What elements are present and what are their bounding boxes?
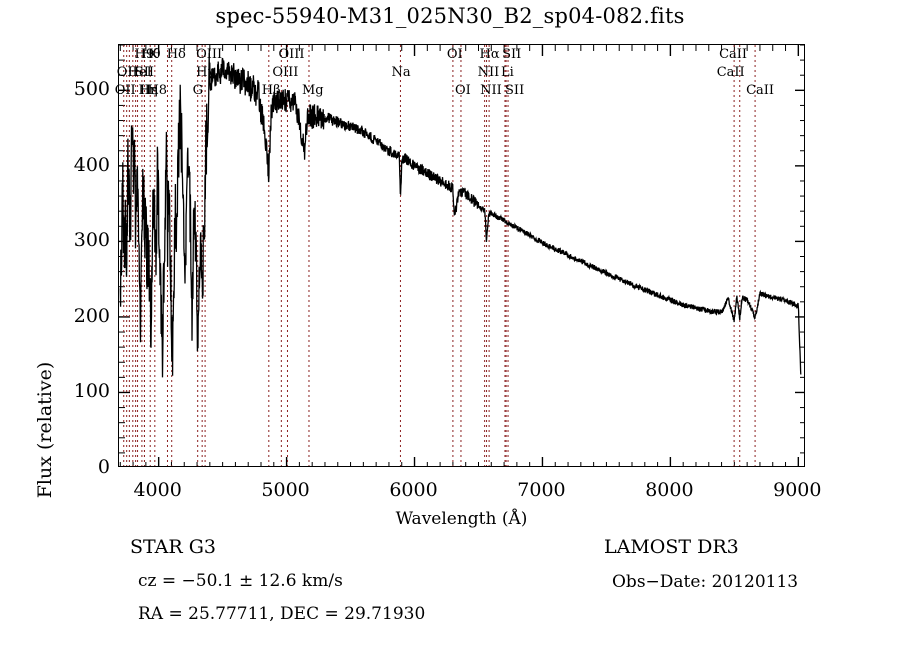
- y-axis-label: Flux (relative): [34, 361, 56, 499]
- y-tick-0: 0: [97, 456, 110, 478]
- line-label-OIII-4363: OIII: [196, 47, 223, 62]
- line-label-H-4340: Hγ: [196, 65, 216, 80]
- line-label-OIII-4959: OIII: [272, 65, 299, 80]
- y-tick-400: 400: [73, 153, 110, 176]
- page-title: spec-55940-M31_025N30_B2_sp04-082.fits: [215, 4, 685, 28]
- line-label-OI-6300: OI: [446, 47, 463, 62]
- y-tick-200: 200: [73, 304, 110, 327]
- line-label-Na-5890: Na: [391, 65, 411, 80]
- x-tick-9000: 9000: [773, 479, 822, 501]
- line-label-Mg-5175: Mg: [301, 83, 324, 98]
- line-label-G-4305: G: [192, 83, 204, 98]
- line-label-H-3970: Hε: [139, 83, 158, 98]
- line-label-SII-3869: SII: [134, 65, 155, 80]
- plot-area: [118, 44, 805, 467]
- line-label-H-3835: Hη: [138, 83, 158, 98]
- line-label-OI-6363: OI: [454, 83, 471, 98]
- line-label-OII-3727: OII: [116, 65, 138, 80]
- footer-survey: LAMOST DR3: [604, 536, 739, 558]
- line-label-H9-3835: H9: [134, 47, 155, 62]
- line-label-CaII-8542: CaII: [716, 65, 745, 80]
- x-axis-label: Wavelength (Å): [395, 509, 528, 529]
- line-label-H-3889: Hθ: [141, 47, 161, 62]
- line-label-SII-6731: SII: [505, 83, 525, 98]
- line-label-OII-3727: OII: [114, 83, 136, 98]
- line-label-H8-3889: H8: [147, 83, 168, 98]
- y-tick-300: 300: [73, 229, 110, 252]
- y-tick-500: 500: [73, 78, 110, 101]
- line-label-CaII-8662: CaII: [746, 83, 775, 98]
- y-tick-100: 100: [73, 380, 110, 403]
- line-label-H-6563: Hα: [479, 47, 500, 62]
- line-label-K-3934: K: [148, 47, 158, 62]
- footer-coordinates: RA = 25.77711, DEC = 29.71930: [138, 604, 426, 624]
- x-tick-5000: 5000: [261, 479, 310, 501]
- line-label-NII-6548: NII: [477, 65, 500, 80]
- line-label-Li-6707: Li: [500, 65, 514, 80]
- line-label-H-4861: Hβ: [261, 83, 281, 98]
- footer-obs-date: Obs−Date: 20120113: [612, 572, 799, 592]
- plot-canvas: [119, 45, 804, 466]
- line-label-NII-6583: NII: [480, 83, 502, 98]
- x-tick-7000: 7000: [517, 479, 566, 501]
- line-label-CaII-8498: CaII: [719, 47, 748, 62]
- x-tick-8000: 8000: [645, 479, 694, 501]
- footer-redshift: cz = −50.1 ± 12.6 km/s: [138, 571, 343, 591]
- x-tick-6000: 6000: [389, 479, 438, 501]
- line-label-H-4102: Hδ: [166, 47, 186, 62]
- x-tick-4000: 4000: [133, 479, 182, 501]
- line-label-OIII-5007: OIII: [278, 47, 305, 62]
- line-label-SII-6716: SII: [502, 47, 522, 62]
- footer-object-class: STAR G3: [130, 536, 216, 558]
- line-label-HeI-3820: HeI: [127, 65, 152, 80]
- spectrum-trace: [119, 52, 802, 378]
